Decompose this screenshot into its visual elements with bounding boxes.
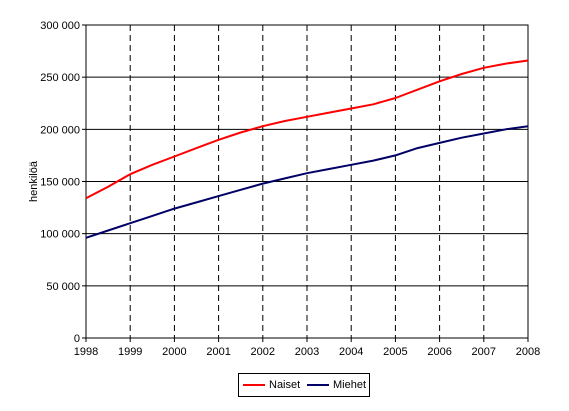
y-tick-label: 100 000: [40, 229, 80, 241]
x-tick-label: 2000: [162, 346, 186, 358]
y-tick-label: 250 000: [40, 72, 80, 84]
legend-swatch-naiset: [243, 384, 265, 386]
y-tick-label: 150 000: [40, 177, 80, 189]
x-tick-label: 1998: [74, 346, 98, 358]
y-tick-label: 300 000: [40, 20, 80, 32]
axis-ticks: 0 50 000 100 000 150 000 200 000 250 000 300 0…: [40, 20, 540, 358]
x-tick-label: 2006: [427, 346, 451, 358]
x-tick-label: 2002: [251, 346, 275, 358]
x-tick-label: 2001: [206, 346, 230, 358]
series-line-miehet: [85, 125, 529, 239]
series-line-naiset: [85, 59, 529, 200]
y-tick-label: 0: [74, 333, 80, 345]
x-tick-label: 2008: [516, 346, 540, 358]
x-tick-label: 1999: [118, 346, 142, 358]
legend: Naiset Miehet: [238, 373, 370, 397]
y-axis-title: henkilöä: [28, 160, 40, 202]
x-tick-label: 2005: [383, 346, 407, 358]
legend-item-miehet: Miehet: [307, 379, 366, 391]
legend-item-naiset: Naiset: [243, 379, 300, 391]
legend-swatch-miehet: [307, 384, 329, 386]
legend-label-naiset: Naiset: [269, 379, 301, 391]
grid: [86, 25, 528, 338]
x-tick-label: 2003: [295, 346, 319, 358]
y-tick-label: 200 000: [40, 124, 80, 136]
legend-label-miehet: Miehet: [333, 379, 367, 391]
x-tick-label: 2007: [472, 346, 496, 358]
x-tick-label: 2004: [339, 346, 363, 358]
series-lines: [85, 59, 529, 239]
y-tick-label: 50 000: [46, 281, 80, 293]
